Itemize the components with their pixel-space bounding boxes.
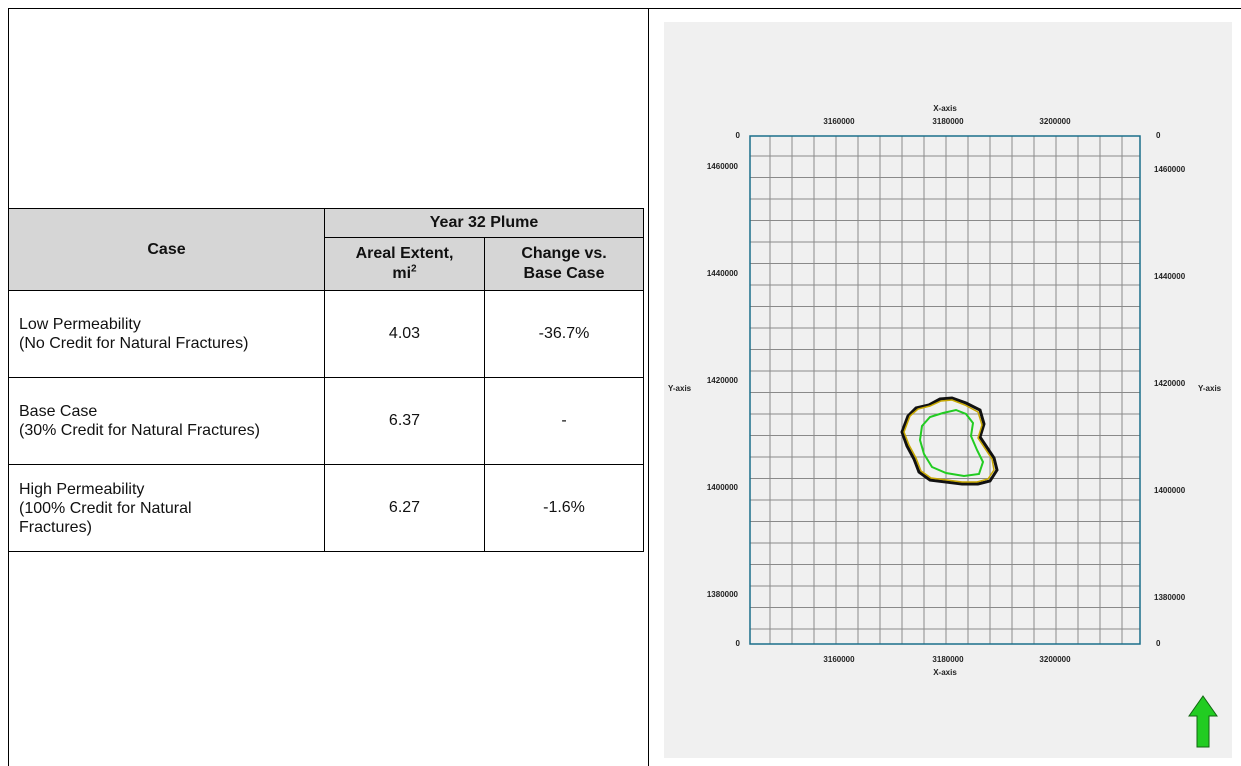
case-cell: Low Permeability (No Credit for Natural … (8, 290, 325, 378)
plume-outline-inner (918, 408, 985, 478)
y-axis-title-right: Y-axis (1198, 384, 1222, 393)
x-axis-title-top: X-axis (933, 104, 957, 113)
change-value: -1.6% (483, 464, 645, 552)
header-case: Case (8, 208, 325, 291)
header-areal-line2: mi (392, 265, 412, 282)
y-tick-right: 1380000 (1154, 593, 1186, 602)
y-tick-left: 1460000 (707, 162, 739, 171)
case-name: Base Case (19, 403, 98, 420)
change-value: - (483, 377, 645, 465)
plume-table: Case Year 32 Plume Areal Extent, mi2 Cha… (8, 208, 645, 552)
corner-zero: 0 (1156, 639, 1161, 648)
case-name: High Permeability (19, 480, 145, 498)
column-divider (648, 8, 649, 766)
x-axis-title-bottom: X-axis (933, 668, 957, 677)
case-note-cont: Fractures) (19, 518, 92, 536)
plume-map: X-axis 3160000 3180000 3200000 3160000 3… (668, 104, 1222, 748)
y-tick-left: 1380000 (707, 590, 739, 599)
header-change-line1: Change vs. (521, 245, 607, 262)
table-row: Base Case (30% Credit for Natural Fractu… (8, 377, 645, 465)
header-change: Change vs. Base Case (483, 237, 645, 291)
north-arrow-icon (1188, 695, 1218, 748)
x-tick-bottom: 3160000 (823, 655, 855, 664)
case-note: (No Credit for Natural Fractures) (19, 335, 249, 352)
plume-outline-mid (903, 399, 995, 483)
x-tick-top: 3200000 (1039, 117, 1071, 126)
table-row: High Permeability (100% Credit for Natur… (8, 464, 645, 552)
x-tick-bottom: 3180000 (932, 655, 964, 664)
y-tick-left: 1420000 (707, 376, 739, 385)
change-value: -36.7% (483, 290, 645, 378)
map-frame (749, 135, 1141, 645)
case-note: (30% Credit for Natural Fractures) (19, 422, 260, 439)
y-tick-left: 1400000 (707, 483, 739, 492)
areal-value: 6.37 (324, 377, 485, 465)
plume-map-panel: X-axis 3160000 3180000 3200000 3160000 3… (664, 22, 1232, 758)
x-tick-top: 3160000 (823, 117, 855, 126)
header-areal-sup: 2 (411, 263, 417, 275)
y-axis-title-left: Y-axis (668, 384, 692, 393)
header-areal-extent: Areal Extent, mi2 (324, 237, 485, 291)
case-note: (100% Credit for Natural (19, 499, 192, 517)
x-tick-bottom: 3200000 (1039, 655, 1071, 664)
case-name: Low Permeability (19, 316, 141, 333)
y-tick-right: 1400000 (1154, 486, 1186, 495)
plume-outline-outer (900, 396, 999, 486)
areal-value: 4.03 (324, 290, 485, 378)
page-frame-top (8, 8, 1241, 9)
x-tick-top: 3180000 (932, 117, 964, 126)
y-tick-right: 1440000 (1154, 272, 1186, 281)
header-change-line2: Base Case (523, 265, 605, 282)
areal-value: 6.27 (324, 464, 485, 552)
map-grid (750, 136, 1140, 644)
table-row: Low Permeability (No Credit for Natural … (8, 290, 645, 378)
y-tick-right: 1420000 (1154, 379, 1186, 388)
header-areal-line1: Areal Extent, (355, 245, 454, 262)
case-cell: High Permeability (100% Credit for Natur… (8, 464, 325, 552)
y-tick-right: 1460000 (1154, 165, 1186, 174)
corner-zero: 0 (1156, 131, 1161, 140)
y-tick-left: 1440000 (707, 269, 739, 278)
corner-zero: 0 (736, 639, 741, 648)
case-cell: Base Case (30% Credit for Natural Fractu… (8, 377, 325, 465)
corner-zero: 0 (736, 131, 741, 140)
header-year-group: Year 32 Plume (323, 208, 645, 238)
